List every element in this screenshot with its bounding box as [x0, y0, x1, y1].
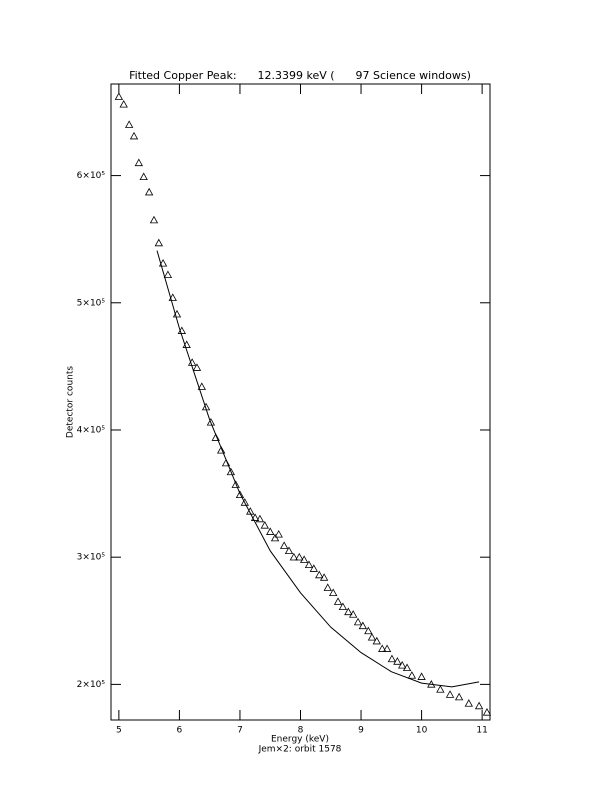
- data-point: [315, 570, 324, 579]
- data-point: [235, 490, 245, 499]
- data-point: [211, 433, 220, 441]
- y-tick-label: 2×10⁵: [77, 680, 106, 690]
- data-point: [124, 120, 134, 128]
- data-point: [139, 172, 148, 181]
- data-point: [149, 215, 159, 224]
- data-point: [289, 552, 299, 561]
- chart-title: Fitted Copper Peak: 12.3399 keV ( 97 Sci…: [129, 69, 471, 82]
- data-point: [372, 636, 381, 645]
- y-tick-label: 6×10⁵: [77, 171, 106, 181]
- data-point: [344, 607, 353, 616]
- data-point: [367, 632, 377, 641]
- data-point: [260, 521, 269, 529]
- subtitle: Jem×2: orbit 1578: [258, 745, 342, 755]
- y-tick-label: 5×10⁵: [77, 298, 106, 308]
- data-point: [436, 685, 445, 693]
- data-point: [270, 533, 280, 542]
- data-point: [240, 498, 249, 506]
- data-point: [338, 602, 348, 610]
- data-point: [309, 564, 318, 572]
- data-point: [402, 663, 412, 672]
- data-point: [144, 187, 154, 196]
- data-point: [217, 446, 226, 454]
- data-point: [364, 626, 373, 635]
- data-point: [382, 644, 392, 652]
- fit-line: [156, 250, 480, 688]
- data-point: [329, 588, 338, 596]
- x-tick-label: 8: [298, 726, 304, 736]
- x-tick-label: 7: [237, 726, 243, 736]
- data-point: [304, 560, 314, 569]
- data-point: [279, 541, 289, 549]
- data-point: [197, 382, 206, 390]
- data-point: [417, 672, 426, 680]
- data-point: [255, 514, 265, 523]
- data-point: [231, 480, 240, 488]
- x-tick-label: 10: [416, 726, 428, 736]
- data-point: [266, 527, 275, 535]
- data-point: [226, 467, 236, 476]
- data-point: [154, 238, 164, 247]
- x-axis-label: Energy (keV): [271, 735, 329, 745]
- data-point: [206, 418, 216, 426]
- x-tick-label: 6: [177, 726, 183, 736]
- data-point: [163, 270, 173, 279]
- x-tick-label: 5: [116, 726, 122, 736]
- data-point: [445, 690, 455, 698]
- data-point: [378, 644, 387, 652]
- data-point: [284, 546, 294, 555]
- data-point: [295, 552, 304, 561]
- y-axis-label: Detector counts: [66, 366, 76, 438]
- data-point: [393, 657, 402, 665]
- data-point: [274, 529, 283, 538]
- data-point: [464, 699, 473, 707]
- data-point: [482, 708, 492, 716]
- data-point: [474, 701, 484, 710]
- data-point: [134, 158, 144, 167]
- data-point: [353, 617, 363, 626]
- data-point: [348, 610, 358, 618]
- data-point: [158, 259, 168, 267]
- data-point: [387, 654, 397, 663]
- x-tick-label: 9: [358, 726, 364, 736]
- data-point: [250, 513, 260, 521]
- data-point: [358, 621, 368, 630]
- data-point: [454, 692, 464, 701]
- data-point: [407, 671, 417, 679]
- data-point: [192, 363, 202, 371]
- data-point: [299, 555, 309, 563]
- data-point: [333, 597, 343, 605]
- data-point: [323, 583, 332, 591]
- data-point: [319, 573, 329, 581]
- data-point: [398, 660, 407, 669]
- data-point: [246, 507, 255, 515]
- y-tick-label: 4×10⁵: [77, 425, 106, 435]
- data-point: [129, 131, 139, 140]
- data-point: [119, 100, 128, 108]
- data-point: [114, 92, 124, 100]
- y-tick-label: 3×10⁵: [77, 553, 106, 563]
- x-tick-label: 11: [476, 726, 487, 736]
